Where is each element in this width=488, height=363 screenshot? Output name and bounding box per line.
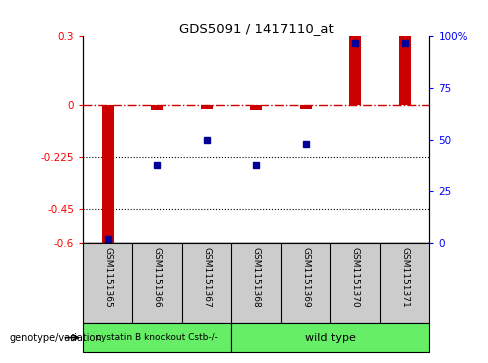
Text: GSM1151371: GSM1151371 xyxy=(400,247,409,308)
Text: genotype/variation: genotype/variation xyxy=(10,333,102,343)
Bar xyxy=(250,105,263,110)
Bar xyxy=(399,36,411,105)
Text: GSM1151368: GSM1151368 xyxy=(252,247,261,308)
Bar xyxy=(231,323,429,352)
Text: GSM1151365: GSM1151365 xyxy=(103,247,112,308)
Bar xyxy=(102,105,114,243)
Bar xyxy=(83,323,231,352)
Text: GSM1151367: GSM1151367 xyxy=(202,247,211,308)
Text: GSM1151366: GSM1151366 xyxy=(153,247,162,308)
Text: cystatin B knockout Cstb-/-: cystatin B knockout Cstb-/- xyxy=(96,333,218,342)
Title: GDS5091 / 1417110_at: GDS5091 / 1417110_at xyxy=(179,22,334,35)
Bar xyxy=(349,36,362,105)
Text: GSM1151370: GSM1151370 xyxy=(351,247,360,308)
Text: wild type: wild type xyxy=(305,333,356,343)
Text: GSM1151369: GSM1151369 xyxy=(301,247,310,308)
Bar xyxy=(151,105,163,110)
Bar xyxy=(300,105,312,109)
Bar xyxy=(201,105,213,109)
